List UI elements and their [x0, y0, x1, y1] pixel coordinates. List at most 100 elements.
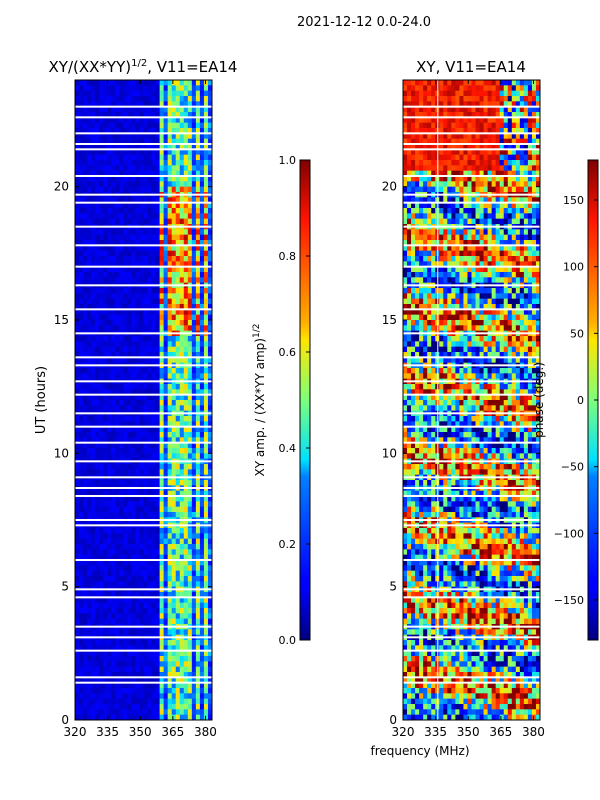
- heatmap-cell: [103, 581, 108, 587]
- heatmap-cell: [107, 666, 112, 673]
- heatmap-cell: [507, 202, 513, 209]
- heatmap-cell: [179, 512, 185, 518]
- heatmap-cell: [83, 506, 88, 513]
- heatmap-cell: [143, 432, 148, 438]
- heatmap-cell: [107, 106, 112, 113]
- heatmap-cell: [203, 416, 209, 422]
- heatmap-cell: [87, 277, 92, 283]
- heatmap-cell: [531, 106, 537, 113]
- heatmap-cell: [143, 112, 148, 118]
- heatmap-cell: [431, 165, 436, 171]
- heatmap-cell: [131, 128, 136, 134]
- heatmap-cell: [95, 394, 100, 401]
- heatmap-cell: [175, 528, 181, 534]
- heatmap-cell: [491, 165, 496, 171]
- heatmap-cell: [175, 570, 181, 577]
- heatmap-cell: [191, 202, 197, 209]
- heatmap-cell: [107, 560, 112, 566]
- heatmap-cell: [475, 85, 480, 91]
- heatmap-cell: [119, 426, 124, 433]
- heatmap-cell: [423, 165, 428, 171]
- heatmap-cell: [163, 96, 168, 102]
- heatmap-cell: [139, 602, 144, 609]
- heatmap-cell: [111, 693, 116, 699]
- heatmap-cell: [459, 149, 464, 155]
- heatmap-cell: [111, 714, 116, 721]
- heatmap-cell: [115, 309, 120, 315]
- colorbar-tick-label: 0.6: [279, 346, 297, 359]
- heatmap-cell: [159, 298, 164, 305]
- heatmap-cell: [163, 266, 168, 273]
- heatmap-cell: [495, 181, 501, 187]
- heatmap-cell: [163, 352, 168, 358]
- heatmap-cell: [491, 85, 496, 91]
- heatmap-cell: [427, 101, 432, 107]
- heatmap-cell: [103, 336, 108, 342]
- heatmap-cell: [431, 128, 436, 134]
- heatmap-cell: [427, 90, 432, 97]
- heatmap-cell: [499, 181, 505, 187]
- heatmap-cell: [187, 320, 193, 326]
- heatmap-cell: [127, 186, 132, 193]
- heatmap-cell: [203, 341, 209, 347]
- heatmap-cell: [159, 80, 164, 86]
- heatmap-cell: [115, 186, 120, 193]
- heatmap-cell: [99, 672, 104, 678]
- heatmap-cell: [151, 501, 156, 507]
- heatmap-cell: [535, 90, 541, 97]
- heatmap-cell: [115, 496, 120, 502]
- heatmap-cell: [135, 672, 140, 678]
- heatmap-cell: [83, 469, 88, 475]
- heatmap-cell: [99, 272, 104, 278]
- heatmap-cell: [107, 544, 112, 550]
- heatmap-cell: [439, 197, 444, 203]
- heatmap-cell: [111, 581, 116, 587]
- heatmap-cell: [107, 341, 112, 347]
- heatmap-cell: [515, 133, 521, 139]
- heatmap-cell: [99, 101, 104, 107]
- heatmap-cell: [75, 181, 80, 187]
- heatmap-cell: [175, 373, 181, 379]
- heatmap-cell: [499, 170, 505, 177]
- heatmap-cell: [207, 490, 213, 497]
- heatmap-cell: [203, 538, 209, 545]
- heatmap-cell: [183, 112, 189, 118]
- heatmap-cell: [191, 597, 197, 603]
- heatmap-cell: [427, 170, 432, 177]
- heatmap-cell: [127, 341, 132, 347]
- heatmap-cell: [195, 650, 201, 657]
- heatmap-cell: [207, 506, 213, 513]
- heatmap-cell: [147, 656, 152, 662]
- heatmap-cell: [207, 277, 213, 283]
- heatmap-cell: [135, 298, 140, 305]
- heatmap-cell: [191, 650, 197, 657]
- heatmap-cell: [87, 368, 92, 374]
- heatmap-cell: [167, 133, 173, 139]
- heatmap-cell: [207, 592, 213, 598]
- heatmap-cell: [207, 80, 213, 86]
- heatmap-cell: [95, 400, 100, 406]
- heatmap-cell: [147, 432, 152, 438]
- heatmap-cell: [207, 149, 213, 155]
- heatmap-cell: [195, 341, 201, 347]
- heatmap-cell: [203, 698, 209, 705]
- heatmap-cell: [199, 373, 205, 379]
- heatmap-cell: [191, 245, 197, 251]
- heatmap-cell: [155, 250, 160, 257]
- heatmap-cell: [83, 165, 88, 171]
- heatmap-cell: [475, 176, 480, 182]
- heatmap-cell: [159, 469, 164, 475]
- heatmap-cell: [203, 448, 209, 454]
- heatmap-cell: [135, 560, 140, 566]
- heatmap-cell: [151, 528, 156, 534]
- heatmap-cell: [87, 528, 92, 534]
- heatmap-cell: [95, 96, 100, 102]
- heatmap-cell: [199, 608, 205, 614]
- heatmap-cell: [123, 277, 128, 283]
- heatmap-cell: [503, 202, 509, 209]
- heatmap-cell: [83, 496, 88, 502]
- heatmap-cell: [119, 592, 124, 598]
- heatmap-cell: [155, 576, 160, 582]
- heatmap-cell: [99, 154, 104, 161]
- heatmap-cell: [83, 325, 88, 331]
